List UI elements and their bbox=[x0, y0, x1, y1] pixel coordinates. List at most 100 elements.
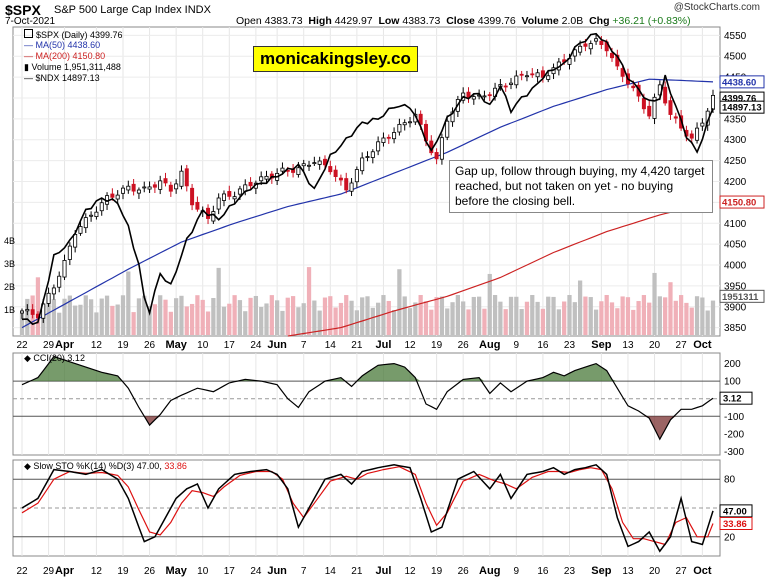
legend-spx: $SPX (Daily) 4399.76 bbox=[24, 29, 123, 40]
volume-bar bbox=[83, 295, 88, 335]
y-tick-label: 4200 bbox=[724, 177, 747, 188]
open-label: Open bbox=[236, 15, 262, 27]
x-label-bottom: 9 bbox=[514, 566, 520, 577]
x-label-bottom: 7 bbox=[301, 566, 307, 577]
volume-bar bbox=[498, 301, 503, 335]
sto-value-tag-box bbox=[719, 504, 753, 518]
candle-body bbox=[322, 158, 327, 166]
cci-value-tag-box bbox=[719, 391, 753, 405]
y-tick-label: 4100 bbox=[724, 219, 747, 230]
x-label-main: 19 bbox=[431, 340, 443, 351]
legend-ma50: — MA(50) 4438.60 bbox=[24, 40, 101, 50]
x-label-bottom: 17 bbox=[224, 566, 236, 577]
volume-bar bbox=[360, 297, 365, 335]
volume-bar bbox=[51, 299, 57, 335]
candle-body bbox=[296, 167, 301, 175]
volume-bar bbox=[67, 295, 72, 335]
cci-line bbox=[21, 355, 714, 441]
legend-stoch-k: 47.00 bbox=[136, 461, 160, 471]
open-value: 4383.73 bbox=[264, 15, 303, 27]
candle-body bbox=[397, 123, 402, 133]
x-label-bottom: 13 bbox=[622, 566, 634, 577]
volume-bar bbox=[413, 302, 418, 335]
candle-body bbox=[190, 187, 195, 206]
x-label-main: 26 bbox=[144, 340, 156, 351]
candle-body bbox=[620, 68, 625, 77]
volume-bar bbox=[466, 309, 471, 335]
volume-bar bbox=[189, 303, 195, 335]
volume-bar bbox=[429, 309, 434, 335]
y-tick-label: 3900 bbox=[724, 302, 747, 313]
candle-body bbox=[110, 193, 115, 198]
volume-bar bbox=[593, 309, 599, 335]
candle-body bbox=[652, 96, 657, 119]
volume-bar bbox=[184, 306, 189, 335]
volume-bar bbox=[78, 304, 83, 335]
volume-bar bbox=[179, 295, 184, 335]
volume-bar bbox=[152, 304, 158, 335]
x-label-bottom: Apr bbox=[55, 565, 75, 577]
candle-body bbox=[392, 132, 397, 140]
volume-bar bbox=[104, 295, 110, 335]
legend-ma200-label: MA(200) bbox=[35, 51, 71, 61]
candle-body bbox=[519, 73, 524, 76]
candle-body bbox=[402, 122, 407, 126]
volume-bar bbox=[312, 300, 317, 335]
volume-bar bbox=[694, 296, 700, 335]
legend-ma50-value: 4438.60 bbox=[67, 40, 101, 50]
volume-bar bbox=[684, 302, 689, 335]
volume-bar bbox=[461, 301, 466, 335]
copyright: @StockCharts.com bbox=[673, 2, 760, 13]
volume-bar bbox=[163, 299, 168, 335]
volume-bar bbox=[338, 302, 344, 335]
candle-body bbox=[360, 157, 365, 172]
x-label-main: 7 bbox=[301, 340, 307, 351]
candle-body bbox=[158, 180, 163, 190]
x-label-bottom: 16 bbox=[537, 566, 549, 577]
volume-bar bbox=[110, 305, 115, 335]
cci-tick-label: -200 bbox=[724, 429, 744, 440]
volume-bar bbox=[535, 301, 540, 335]
volume-bar bbox=[248, 297, 253, 335]
value-tag-label: 14897.13 bbox=[722, 103, 762, 114]
y-tick-label: 4050 bbox=[724, 240, 747, 251]
volume-bar bbox=[546, 296, 551, 335]
volume-bar bbox=[524, 301, 530, 335]
cci-tick-label: 200 bbox=[724, 359, 741, 370]
sto-tick-label: 20 bbox=[724, 532, 736, 543]
ma50-line bbox=[21, 78, 714, 329]
volume-bar bbox=[158, 295, 163, 335]
y-tick-label: 4250 bbox=[724, 156, 747, 167]
x-label-bottom: 10 bbox=[197, 566, 209, 577]
low-value: 4383.73 bbox=[402, 15, 441, 27]
volume-bar bbox=[232, 295, 237, 335]
x-label-main: 9 bbox=[514, 340, 520, 351]
volume-bar bbox=[296, 307, 301, 335]
volume-bar bbox=[423, 301, 429, 335]
candle-body bbox=[174, 183, 179, 190]
volume-bar bbox=[126, 271, 131, 335]
cci-tick-label: -300 bbox=[724, 447, 744, 458]
volume-bar bbox=[668, 282, 673, 335]
volume-bar bbox=[243, 311, 248, 335]
volume-bar bbox=[328, 296, 333, 335]
volume-bar bbox=[115, 304, 120, 335]
candle-body bbox=[471, 96, 476, 100]
candle-body bbox=[131, 183, 136, 192]
volume-tick-label: 3B bbox=[4, 259, 15, 269]
volume-bar bbox=[503, 309, 508, 335]
candle-body bbox=[689, 133, 694, 139]
candle-body bbox=[46, 292, 51, 304]
candle-body bbox=[594, 38, 599, 42]
volume-bar bbox=[604, 295, 609, 335]
y-tick-label: 4350 bbox=[724, 114, 747, 125]
volume-bar bbox=[88, 299, 94, 335]
candle-body bbox=[673, 116, 678, 119]
candle-body bbox=[482, 95, 487, 98]
candle-body bbox=[610, 52, 615, 59]
volume-bar bbox=[710, 300, 716, 335]
volume-bar bbox=[620, 296, 625, 335]
candle-body bbox=[599, 40, 604, 45]
sto-value-tag: 33.86 bbox=[723, 519, 747, 530]
candle-body bbox=[152, 184, 157, 188]
